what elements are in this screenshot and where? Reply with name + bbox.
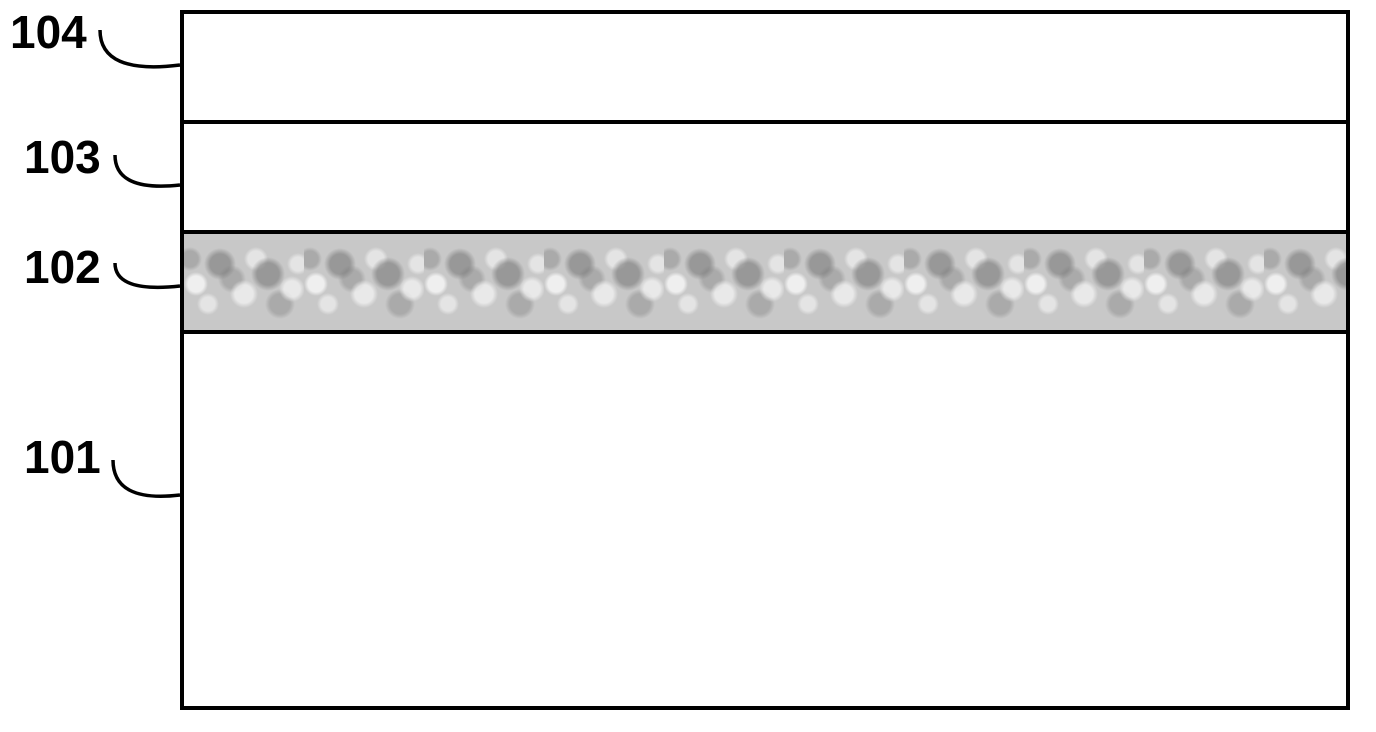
label-102: 102 bbox=[24, 240, 101, 294]
layer-104 bbox=[180, 10, 1350, 120]
leader-line-104 bbox=[95, 25, 185, 85]
label-104: 104 bbox=[10, 5, 87, 59]
label-101: 101 bbox=[24, 430, 101, 484]
layer-stack bbox=[180, 10, 1350, 710]
layer-102 bbox=[180, 230, 1350, 330]
leader-line-101 bbox=[108, 455, 185, 515]
layer-102-pattern bbox=[184, 234, 1346, 330]
leader-line-102 bbox=[110, 258, 185, 300]
layer-103 bbox=[180, 120, 1350, 230]
layer-101 bbox=[180, 330, 1350, 710]
leader-line-103 bbox=[110, 150, 185, 200]
label-103: 103 bbox=[24, 130, 101, 184]
